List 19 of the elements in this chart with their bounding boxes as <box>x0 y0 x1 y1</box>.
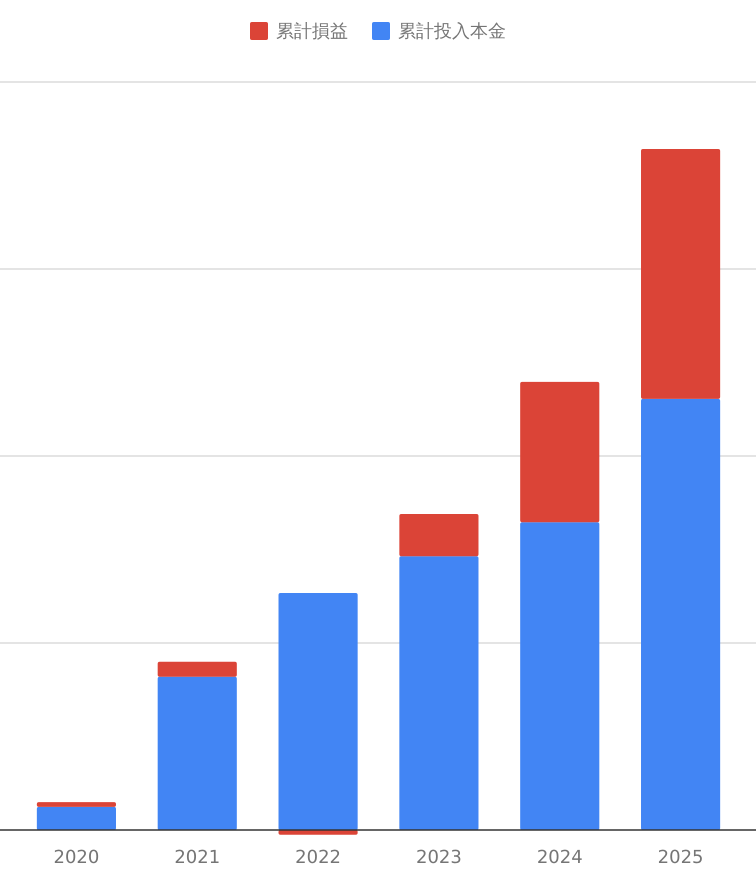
legend-label: 累計損益 <box>276 21 348 42</box>
legend-label: 累計投入本金 <box>398 21 506 42</box>
bar <box>158 662 237 677</box>
bar <box>399 556 478 830</box>
bar <box>641 398 720 830</box>
x-tick-label: 2023 <box>416 847 462 868</box>
x-tick-label: 2021 <box>174 847 220 868</box>
x-tick-label: 2020 <box>54 847 100 868</box>
bar <box>399 514 478 556</box>
bar <box>641 149 720 399</box>
bar <box>36 802 116 807</box>
bar <box>278 593 358 830</box>
bar <box>520 382 600 522</box>
x-tick-label: 2025 <box>658 847 704 868</box>
x-tick-label: 2022 <box>295 847 341 868</box>
x-tick-label: 2024 <box>536 847 583 868</box>
bar <box>520 522 600 830</box>
bar <box>158 676 237 830</box>
bar <box>36 806 116 830</box>
